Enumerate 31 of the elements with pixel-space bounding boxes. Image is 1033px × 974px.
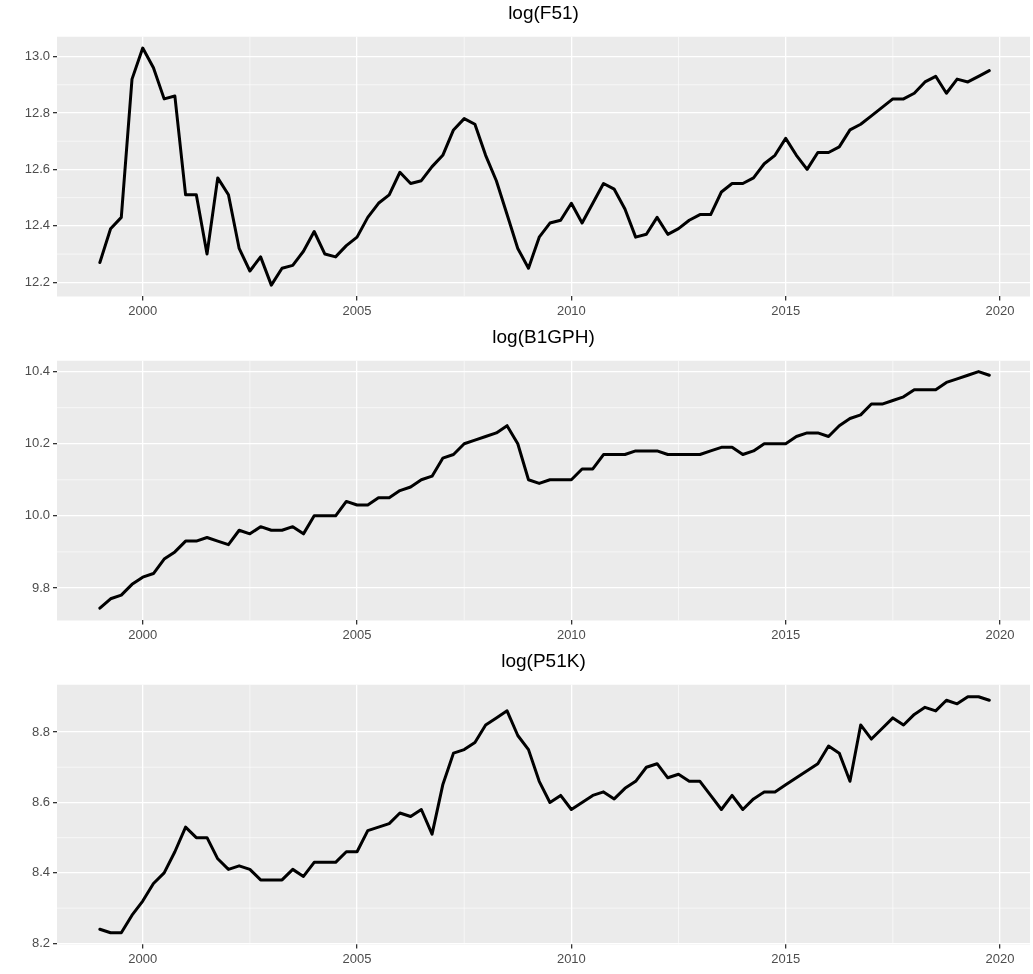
x-tick-label: 2010 <box>556 302 586 318</box>
y-tick-label: 8.4 <box>31 864 50 880</box>
x-tick-label: 2010 <box>556 950 586 966</box>
y-tick-label: 12.4 <box>24 217 50 233</box>
y-tick-label: 9.8 <box>31 579 50 595</box>
y-tick-label: 8.2 <box>31 934 50 950</box>
x-tick-label: 2005 <box>342 950 372 966</box>
y-tick-label: 8.8 <box>31 723 50 739</box>
x-tick-label: 2020 <box>985 302 1015 318</box>
x-tick-label: 2005 <box>342 302 372 318</box>
y-tick-label: 13.0 <box>24 48 50 64</box>
x-tick-label: 2000 <box>128 302 158 318</box>
x-tick-label: 2015 <box>771 950 801 966</box>
x-tick-label: 2000 <box>128 626 158 642</box>
x-tick-label: 2000 <box>128 950 158 966</box>
x-tick-label: 2015 <box>771 626 801 642</box>
chart-title: log(F51) <box>507 1 580 25</box>
chart-title: log(P51K) <box>500 649 587 673</box>
x-tick-label: 2015 <box>771 302 801 318</box>
y-tick-label: 10.2 <box>24 435 50 451</box>
y-tick-label: 12.8 <box>24 104 50 120</box>
x-tick-label: 2020 <box>985 626 1015 642</box>
x-tick-label: 2005 <box>342 626 372 642</box>
y-tick-label: 10.0 <box>24 507 50 523</box>
chart-title: log(B1GPH) <box>491 325 596 349</box>
x-tick-label: 2010 <box>556 626 586 642</box>
x-tick-label: 2020 <box>985 950 1015 966</box>
y-tick-label: 12.6 <box>24 161 50 176</box>
y-tick-label: 10.4 <box>24 363 50 379</box>
y-tick-label: 8.6 <box>31 794 50 810</box>
y-tick-label: 12.2 <box>24 273 50 289</box>
